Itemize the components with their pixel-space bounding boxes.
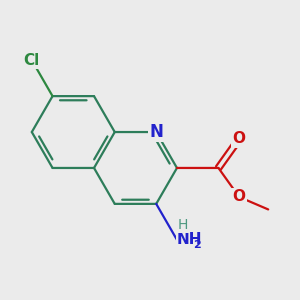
Text: Cl: Cl xyxy=(24,53,40,68)
Text: N: N xyxy=(149,123,163,141)
Text: H: H xyxy=(178,218,188,232)
Text: O: O xyxy=(233,190,246,205)
Text: 2: 2 xyxy=(193,240,200,250)
Text: NH: NH xyxy=(177,232,203,247)
Text: O: O xyxy=(233,131,246,146)
